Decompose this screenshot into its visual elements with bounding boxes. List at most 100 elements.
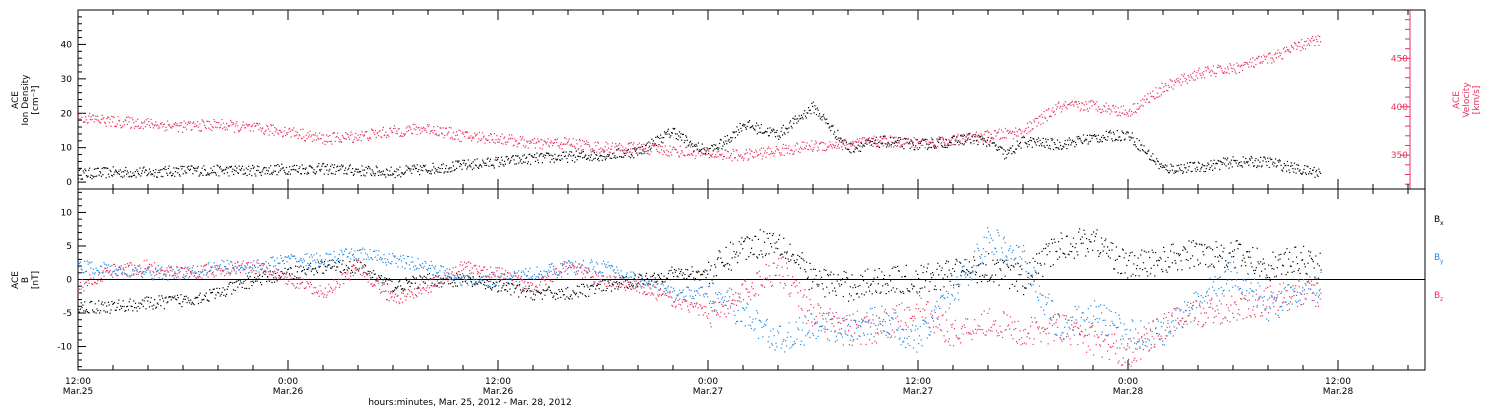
data-point: [105, 311, 107, 313]
data-point: [695, 271, 697, 273]
data-point: [1118, 114, 1120, 116]
data-point: [1270, 57, 1272, 59]
data-point: [1112, 105, 1114, 107]
data-point: [465, 130, 467, 133]
data-point: [295, 265, 297, 267]
data-point: [1173, 172, 1175, 174]
data-point: [298, 134, 300, 136]
data-point: [138, 174, 140, 176]
data-point: [1097, 134, 1099, 136]
data-point: [369, 136, 371, 138]
data-point: [459, 165, 461, 167]
data-point: [942, 277, 944, 279]
data-point: [918, 291, 921, 293]
data-point: [912, 141, 914, 143]
data-point: [1013, 131, 1015, 133]
data-point: [987, 131, 989, 133]
data-point: [1019, 143, 1021, 145]
data-point: [955, 258, 957, 260]
data-point: [534, 294, 536, 296]
data-point: [1233, 159, 1235, 161]
data-point: [501, 159, 503, 161]
data-point: [1008, 149, 1010, 151]
data-point: [612, 284, 614, 286]
data-point: [1076, 251, 1078, 253]
data-point: [217, 121, 219, 124]
data-point: [499, 161, 501, 164]
data-point: [1208, 246, 1210, 248]
data-point: [477, 166, 479, 168]
data-point: [397, 128, 399, 130]
data-point: [729, 141, 731, 143]
data-point: [777, 135, 779, 137]
data-point: [1065, 235, 1068, 238]
data-point: [667, 151, 669, 153]
data-point: [93, 168, 95, 170]
data-point: [764, 254, 767, 257]
data-point: [341, 263, 343, 265]
data-point: [563, 143, 565, 145]
data-point: [943, 146, 945, 148]
data-point: [145, 119, 147, 121]
data-point: [1077, 254, 1079, 256]
data-point: [982, 136, 984, 139]
data-point: [1093, 240, 1096, 242]
data-point: [344, 138, 346, 140]
data-point: [963, 142, 966, 145]
data-point: [354, 170, 356, 172]
data-point: [324, 166, 326, 168]
data-point: [214, 120, 216, 123]
data-point: [1109, 113, 1111, 115]
data-point: [163, 168, 165, 170]
data-point: [252, 268, 254, 270]
data-point: [344, 250, 346, 252]
data-point: [742, 123, 744, 125]
data-point: [895, 140, 897, 142]
data-point: [287, 131, 289, 133]
data-point: [109, 169, 111, 171]
data-point: [1211, 165, 1213, 167]
data-point: [1004, 158, 1006, 160]
data-point: [1226, 71, 1228, 73]
data-point: [370, 138, 372, 140]
data-point: [1113, 268, 1115, 270]
data-point: [726, 263, 728, 265]
data-point: [1039, 115, 1041, 117]
data-point: [327, 260, 329, 262]
data-point: [219, 264, 221, 266]
data-point: [614, 288, 616, 290]
data-point: [1038, 252, 1040, 254]
data-point: [1305, 40, 1307, 42]
data-point: [797, 118, 799, 120]
data-point: [678, 135, 680, 137]
data-point: [1058, 101, 1060, 103]
data-point: [1142, 150, 1144, 152]
data-point: [310, 166, 312, 168]
data-point: [878, 141, 881, 143]
data-point: [481, 138, 483, 140]
data-point: [1301, 259, 1303, 261]
data-point: [163, 167, 165, 170]
data-point: [1135, 146, 1137, 148]
data-point: [1025, 142, 1027, 144]
data-point: [404, 134, 406, 136]
data-point: [1247, 160, 1249, 163]
data-point: [808, 107, 810, 109]
data-point: [466, 282, 468, 284]
data-point: [703, 271, 705, 273]
data-point: [322, 262, 324, 264]
data-point: [172, 126, 174, 128]
data-point: [96, 308, 98, 310]
data-point: [913, 136, 915, 139]
data-point: [420, 276, 422, 278]
data-point: [241, 266, 243, 268]
bottom-tick-label: -5: [63, 309, 72, 319]
data-point: [1271, 267, 1273, 270]
data-point: [939, 137, 941, 139]
data-point: [424, 282, 426, 284]
data-point: [657, 136, 659, 139]
data-point: [1114, 140, 1116, 142]
data-point: [398, 174, 400, 176]
data-point: [842, 143, 844, 145]
data-point: [328, 140, 330, 143]
